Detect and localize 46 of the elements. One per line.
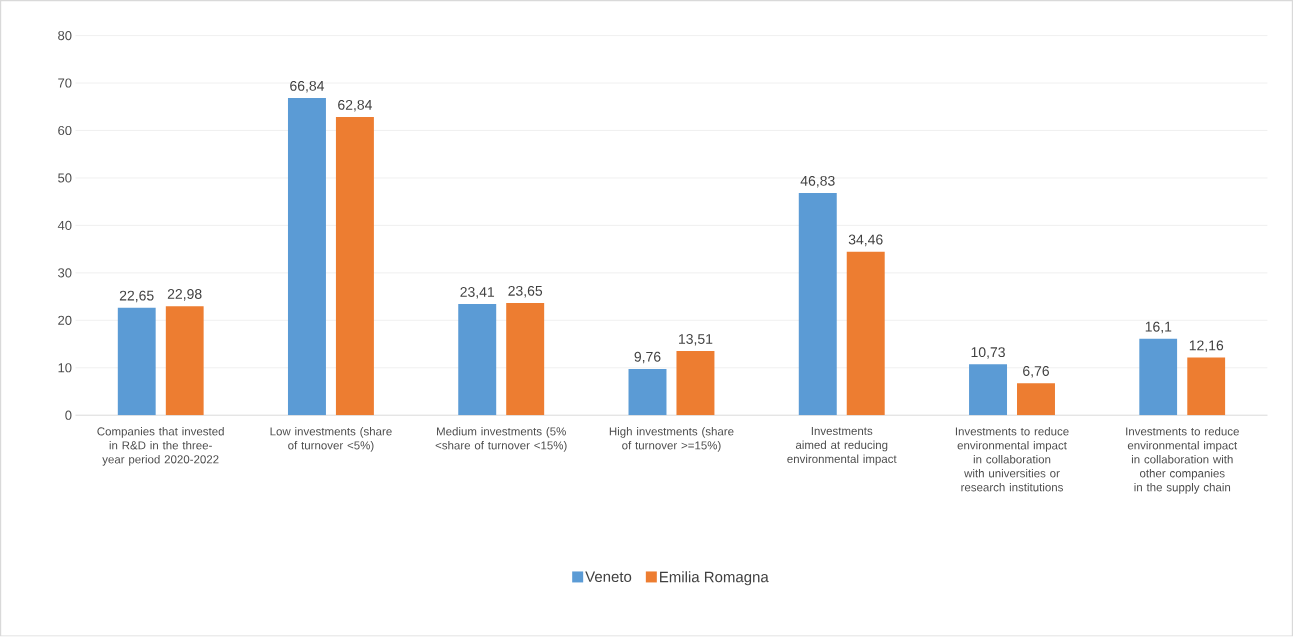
x-tick-label: Investments to reduce environmental impact in collaboration with other companies in the supply chain (1126, 427, 1239, 494)
data-label: 22,65 (119, 290, 154, 303)
x-tick-label: High investments (share of turnover >=15%) (609, 427, 734, 452)
x-tick-label: Medium investments (5% <share of turnover <15%) (435, 427, 567, 452)
bar (1139, 339, 1178, 416)
x-tick-label: Companies that invested in R&D in the three-year period 2020-2022 (97, 427, 224, 466)
bar (335, 117, 374, 416)
y-tick-label: 60 (58, 126, 72, 136)
bar (969, 364, 1008, 416)
bar (117, 307, 156, 416)
y-tick-label: 20 (58, 315, 72, 326)
data-label: 10,73 (971, 347, 1005, 359)
data-label: 12,16 (1189, 340, 1224, 353)
bar (1017, 383, 1055, 416)
x-tick-label: Low investments (share of turnover <5%) (270, 427, 392, 452)
x-tick-label: Investments aimed at reducing environmental impact (787, 427, 897, 466)
bar (287, 98, 326, 416)
data-label: 62,84 (338, 100, 372, 112)
data-label: 23,41 (460, 287, 495, 299)
y-tick-label: 70 (58, 78, 72, 88)
data-label: 9,76 (634, 351, 661, 364)
y-tick-label: 50 (58, 173, 72, 183)
bar (846, 251, 885, 416)
bar (165, 306, 204, 416)
bar (628, 369, 667, 416)
y-tick-label: 30 (58, 268, 72, 278)
data-label: 66,84 (290, 81, 325, 93)
x-tick-label: Investments to reduce environmental impact in collaboration with universities or research institutions (955, 427, 1069, 492)
y-tick-label: 10 (58, 363, 72, 373)
y-tick-label: 0 (65, 410, 72, 420)
data-label: 46,83 (800, 176, 835, 188)
y-tick-label: 40 (57, 220, 72, 231)
bar (798, 193, 837, 416)
bar (458, 304, 497, 416)
data-label: 13,51 (679, 334, 713, 346)
y-tick-label: 80 (58, 31, 72, 41)
bar (676, 351, 715, 416)
bar (506, 303, 545, 416)
data-label: 6,76 (1023, 366, 1049, 378)
data-label: 34,46 (848, 234, 883, 247)
data-label: 23,65 (508, 286, 543, 298)
data-label: 16,1 (1145, 321, 1172, 334)
legend-label: Veneto (585, 571, 632, 583)
data-label: 22,98 (167, 289, 202, 301)
bar (1187, 357, 1226, 416)
legend-label: Emilia Romagna (660, 571, 769, 586)
